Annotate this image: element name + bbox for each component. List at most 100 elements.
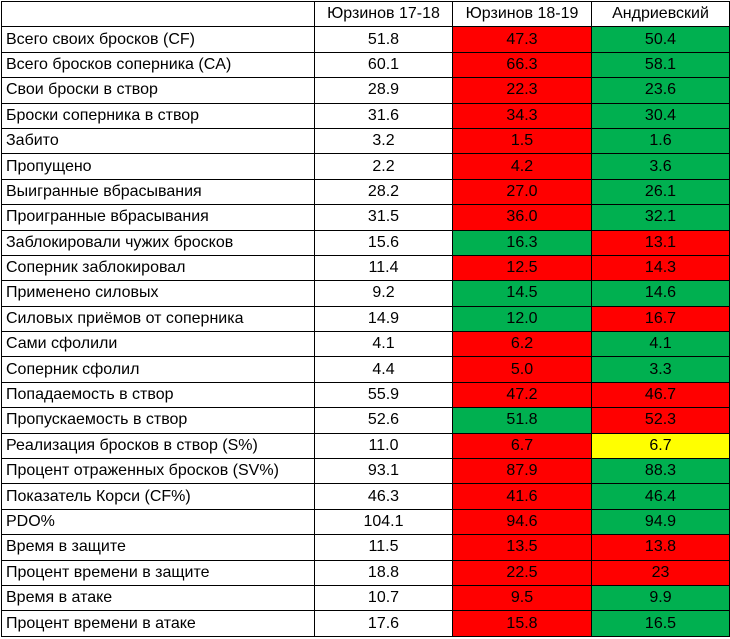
table-row: Реализация бросков в створ (S%) 11.0 6.7 6.…: [1, 432, 730, 460]
value-yurzinov-18-19: 36.0: [452, 204, 592, 231]
value-yurzinov-18-19: 12.5: [452, 254, 592, 282]
value-yurzinov-17-18: 31.5: [314, 204, 453, 231]
value-yurzinov-17-18: 14.9: [314, 305, 453, 333]
row-label: Проигранные вбрасывания: [1, 204, 315, 231]
table-row: Соперник сфолил 4.4 5.0 3.3: [1, 356, 730, 383]
row-label: Свои броски в створ: [1, 77, 315, 104]
table-row: Время в защите 11.5 13.5 13.8: [1, 534, 730, 561]
value-yurzinov-17-18: 4.1: [314, 331, 453, 358]
value-yurzinov-18-19: 47.2: [452, 381, 592, 409]
value-yurzinov-18-19: 6.2: [452, 331, 592, 358]
table-row: Выигранные вбрасывания 28.2 27.0 26.1: [1, 178, 730, 206]
row-label: Соперник заблокировал: [1, 254, 315, 282]
table-row: Соперник заблокировал 11.4 12.5 14.3: [1, 254, 730, 282]
table-row: Показатель Корси (CF%) 46.3 41.6 46.4: [1, 483, 730, 510]
table-row: Попадаемость в створ 55.9 47.2 46.7: [1, 381, 730, 409]
value-yurzinov-17-18: 11.5: [314, 534, 453, 561]
value-yurzinov-17-18: 52.6: [314, 407, 453, 434]
value-andrievsky: 6.7: [591, 432, 730, 460]
row-label: Время в защите: [1, 534, 315, 561]
value-andrievsky: 52.3: [591, 407, 730, 434]
table-row: Свои броски в створ 28.9 22.3 23.6: [1, 77, 730, 104]
value-andrievsky: 50.4: [591, 26, 730, 53]
row-label: Процент отраженных бросков (SV%): [1, 458, 315, 485]
value-yurzinov-18-19: 9.5: [452, 584, 592, 612]
value-andrievsky: 13.1: [591, 229, 730, 256]
value-yurzinov-18-19: 4.2: [452, 153, 592, 180]
row-label: Попадаемость в створ: [1, 381, 315, 409]
value-andrievsky: 46.4: [591, 483, 730, 510]
value-yurzinov-17-18: 3.2: [314, 127, 453, 155]
table-row: Процент времени в атаке 17.6 15.8 16.5: [1, 610, 730, 637]
value-yurzinov-18-19: 14.5: [452, 280, 592, 307]
value-yurzinov-17-18: 10.7: [314, 584, 453, 612]
row-label: Показатель Корси (CF%): [1, 483, 315, 510]
row-label: Соперник сфолил: [1, 356, 315, 383]
value-yurzinov-18-19: 87.9: [452, 458, 592, 485]
value-yurzinov-18-19: 5.0: [452, 356, 592, 383]
value-andrievsky: 58.1: [591, 51, 730, 79]
value-andrievsky: 14.6: [591, 280, 730, 307]
table-body: Всего своих бросков (CF) 51.8 47.3 50.4 Всег…: [1, 26, 730, 637]
table-row: Всего своих бросков (CF) 51.8 47.3 50.4: [1, 26, 730, 53]
row-label: Броски соперника в створ: [1, 102, 315, 129]
value-andrievsky: 14.3: [591, 254, 730, 282]
value-andrievsky: 13.8: [591, 534, 730, 561]
table-row: Броски соперника в створ 31.6 34.3 30.4: [1, 102, 730, 129]
header-yurzinov-17-18: Юрзинов 17-18: [314, 0, 453, 28]
value-yurzinov-18-19: 15.8: [452, 610, 592, 637]
row-label: Всего своих бросков (CF): [1, 26, 315, 53]
row-label: Реализация бросков в створ (S%): [1, 432, 315, 460]
row-label: PDO%: [1, 508, 315, 536]
row-label: Пропускаемость в створ: [1, 407, 315, 434]
row-label: Сами сфолили: [1, 331, 315, 358]
table-row: PDO% 104.1 94.6 94.9: [1, 508, 730, 536]
value-yurzinov-17-18: 2.2: [314, 153, 453, 180]
value-yurzinov-18-19: 6.7: [452, 432, 592, 460]
table-row: Силовых приёмов от соперника 14.9 12.0 16.7: [1, 305, 730, 333]
value-andrievsky: 46.7: [591, 381, 730, 409]
value-andrievsky: 26.1: [591, 178, 730, 206]
value-yurzinov-17-18: 15.6: [314, 229, 453, 256]
row-label: Пропущено: [1, 153, 315, 180]
value-andrievsky: 94.9: [591, 508, 730, 536]
table-row: Забито 3.2 1.5 1.6: [1, 127, 730, 155]
value-yurzinov-18-19: 66.3: [452, 51, 592, 79]
value-andrievsky: 16.7: [591, 305, 730, 333]
value-yurzinov-17-18: 18.8: [314, 559, 453, 586]
table-row: Проигранные вбрасывания 31.5 36.0 32.1: [1, 204, 730, 231]
value-yurzinov-17-18: 11.0: [314, 432, 453, 460]
row-label: Применено силовых: [1, 280, 315, 307]
header-empty: [1, 0, 315, 28]
row-label: Силовых приёмов от соперника: [1, 305, 315, 333]
row-label: Всего бросков соперника (CA): [1, 51, 315, 79]
value-yurzinov-18-19: 1.5: [452, 127, 592, 155]
value-yurzinov-18-19: 27.0: [452, 178, 592, 206]
table-row: Заблокировали чужих бросков 15.6 16.3 13.1: [1, 229, 730, 256]
value-yurzinov-17-18: 60.1: [314, 51, 453, 79]
value-andrievsky: 32.1: [591, 204, 730, 231]
value-yurzinov-18-19: 16.3: [452, 229, 592, 256]
value-yurzinov-18-19: 94.6: [452, 508, 592, 536]
value-yurzinov-18-19: 22.5: [452, 559, 592, 586]
table-row: Процент времени в защите 18.8 22.5 23: [1, 559, 730, 586]
row-label: Процент времени в атаке: [1, 610, 315, 637]
value-andrievsky: 3.6: [591, 153, 730, 180]
row-label: Выигранные вбрасывания: [1, 178, 315, 206]
table-row: Сами сфолили 4.1 6.2 4.1: [1, 331, 730, 358]
value-yurzinov-17-18: 17.6: [314, 610, 453, 637]
value-andrievsky: 16.5: [591, 610, 730, 637]
value-yurzinov-18-19: 22.3: [452, 77, 592, 104]
row-label: Заблокировали чужих бросков: [1, 229, 315, 256]
value-yurzinov-17-18: 11.4: [314, 254, 453, 282]
value-andrievsky: 88.3: [591, 458, 730, 485]
value-andrievsky: 3.3: [591, 356, 730, 383]
value-andrievsky: 23: [591, 559, 730, 586]
value-yurzinov-17-18: 55.9: [314, 381, 453, 409]
row-label: Забито: [1, 127, 315, 155]
row-label: Процент времени в защите: [1, 559, 315, 586]
table-row: Применено силовых 9.2 14.5 14.6: [1, 280, 730, 307]
table-row: Всего бросков соперника (CA) 60.1 66.3 58.1: [1, 51, 730, 79]
table-row: Пропущено 2.2 4.2 3.6: [1, 153, 730, 180]
